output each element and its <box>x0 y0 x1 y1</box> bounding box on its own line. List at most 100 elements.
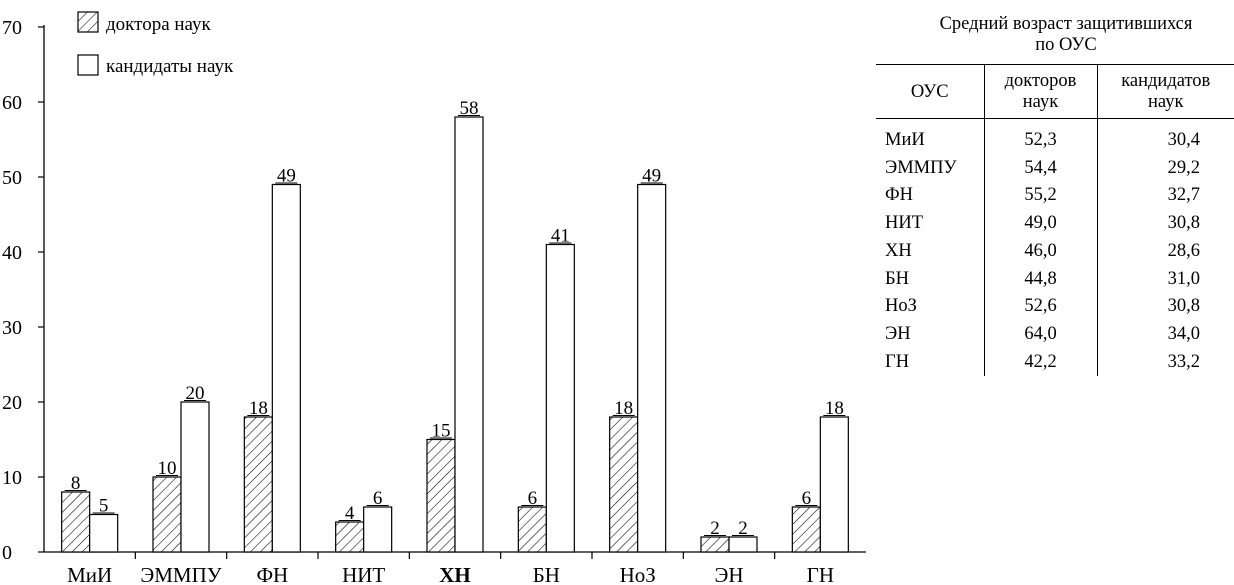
legend-swatch-candidates <box>77 54 99 76</box>
y-tick-label: 50 <box>2 167 22 189</box>
table-row: ГН 42,2 33,2 <box>876 348 1234 377</box>
candidates-age-cell: 30,8 <box>1096 210 1234 238</box>
table-row: ЭММПУ 54,4 29,2 <box>876 154 1234 183</box>
bar-doctors <box>426 438 456 553</box>
candidates-age-cell: 32,7 <box>1096 182 1234 211</box>
data-label: 15 <box>432 421 451 442</box>
ous-cell: ФН <box>885 185 913 206</box>
candidates-age-cell: 31,0 <box>1096 265 1234 294</box>
age-table-title: Средний возраст защитившихся по ОУС <box>876 14 1234 56</box>
x-tick-label: ЭММПУ <box>140 563 221 585</box>
bar-doctors <box>61 491 91 553</box>
data-label: 18 <box>249 398 268 419</box>
data-label: 20 <box>186 383 205 404</box>
ous-cell: БН <box>885 268 909 289</box>
bar-candidates <box>180 401 210 553</box>
ous-cell: МиИ <box>885 130 925 150</box>
bar-doctors <box>243 416 273 553</box>
age-table: ОУС докторов наук кандидатов наук МиИ 52,… <box>876 64 1234 377</box>
bar-doctors <box>700 536 730 553</box>
age-table-title-line2: по ОУС <box>1035 35 1097 55</box>
doctors-age-cell: 42,2 <box>983 348 1097 377</box>
bar-candidates <box>89 513 119 553</box>
y-tick-label: 30 <box>2 317 22 339</box>
legend-label-doctors: доктора наук <box>106 14 212 35</box>
doctors-age-cell: 54,4 <box>983 154 1097 183</box>
age-table-title-line1: Средний возраст защитившихся <box>939 14 1193 34</box>
data-label: 6 <box>528 488 538 509</box>
age-table-body: МиИ 52,3 30,4 ЭММПУ 54,4 29,2 ФН 55,2 32,7 НИТ 49,… <box>876 118 1234 377</box>
ous-cell: ГН <box>885 351 910 372</box>
y-tick-label: 70 <box>2 17 22 39</box>
header-candidates-line2: наук <box>1148 92 1184 112</box>
x-tick-label: МиИ <box>67 563 112 585</box>
candidates-age-cell: 34,0 <box>1096 320 1234 349</box>
ous-cell: ЭН <box>885 323 911 344</box>
ous-cell: ЭММПУ <box>885 157 957 178</box>
ous-cell: НоЗ <box>885 296 917 317</box>
chart-bars <box>61 116 849 553</box>
y-tick-label: 20 <box>2 392 22 414</box>
header-candidates: кандидатов наук <box>1096 64 1234 119</box>
x-tick-label: ХН <box>439 563 471 585</box>
legend-swatch-doctors <box>77 11 99 33</box>
bar-candidates <box>637 183 667 553</box>
bar-candidates <box>819 416 849 553</box>
table-row: ЭН 64,0 34,0 <box>876 320 1234 349</box>
bar-candidates <box>454 116 484 553</box>
header-doctors-line1: докторов <box>1004 71 1077 91</box>
data-label: 2 <box>738 518 748 539</box>
bar-doctors <box>152 476 182 553</box>
header-doctors-line2: наук <box>1022 92 1059 112</box>
age-table-panel: Средний возраст защитившихся по ОУС ОУС … <box>876 14 1234 377</box>
bar-candidates <box>363 506 393 553</box>
y-tick-label: 60 <box>2 92 22 114</box>
x-tick-label: ГН <box>807 563 834 585</box>
chart-axes: 0 10 20 30 40 50 60 70 МиИ ЭММПУ ФН НИТ ХН БН НоЗ ЭН ГН <box>2 17 866 585</box>
data-label: 41 <box>551 226 570 247</box>
bar-doctors <box>609 416 639 553</box>
candidates-age-cell: 30,8 <box>1096 293 1234 321</box>
data-label: 8 <box>71 473 81 494</box>
x-tick-label: ФН <box>256 563 288 585</box>
table-row: НИТ 49,0 30,8 <box>876 210 1234 238</box>
bar-candidates <box>271 183 301 553</box>
chart-legend: доктора наук кандидаты наук <box>77 11 234 77</box>
x-tick-label: НИТ <box>342 563 385 585</box>
data-label: 2 <box>710 518 720 539</box>
bar-doctors <box>517 506 547 553</box>
ous-cell: ХН <box>885 240 912 261</box>
doctors-age-cell: 44,8 <box>983 265 1097 294</box>
data-label: 5 <box>99 496 109 517</box>
age-table-header-row: ОУС докторов наук кандидатов наук <box>876 64 1234 119</box>
x-tick-label: НоЗ <box>620 563 656 585</box>
doctors-age-cell: 46,0 <box>983 237 1097 266</box>
doctors-age-cell: 64,0 <box>983 320 1097 349</box>
header-ous: ОУС <box>876 64 984 119</box>
doctors-age-cell: 52,3 <box>983 118 1097 155</box>
header-doctors: докторов наук <box>983 64 1097 119</box>
ous-cell: НИТ <box>885 213 924 234</box>
doctors-age-cell: 52,6 <box>983 293 1097 321</box>
x-tick-label: БН <box>533 563 560 585</box>
doctors-age-cell: 55,2 <box>983 182 1097 211</box>
bar-candidates <box>728 536 758 553</box>
data-label: 49 <box>642 166 661 187</box>
table-row: ФН 55,2 32,7 <box>876 182 1234 211</box>
candidates-age-cell: 30,4 <box>1096 118 1234 155</box>
candidates-age-cell: 29,2 <box>1096 154 1234 183</box>
data-label: 18 <box>825 398 844 419</box>
data-label: 6 <box>373 488 383 509</box>
y-tick-label: 10 <box>2 467 22 489</box>
candidates-age-cell: 28,6 <box>1096 237 1234 266</box>
bar-doctors <box>791 506 821 553</box>
bar-doctors <box>335 521 365 553</box>
data-label: 58 <box>460 98 479 119</box>
data-label: 6 <box>802 488 812 509</box>
table-row: ХН 46,0 28,6 <box>876 237 1234 266</box>
data-label: 49 <box>277 166 296 187</box>
candidates-age-cell: 33,2 <box>1096 348 1234 377</box>
table-row: МиИ 52,3 30,4 <box>876 118 1234 155</box>
legend-label-candidates: кандидаты наук <box>106 56 234 77</box>
